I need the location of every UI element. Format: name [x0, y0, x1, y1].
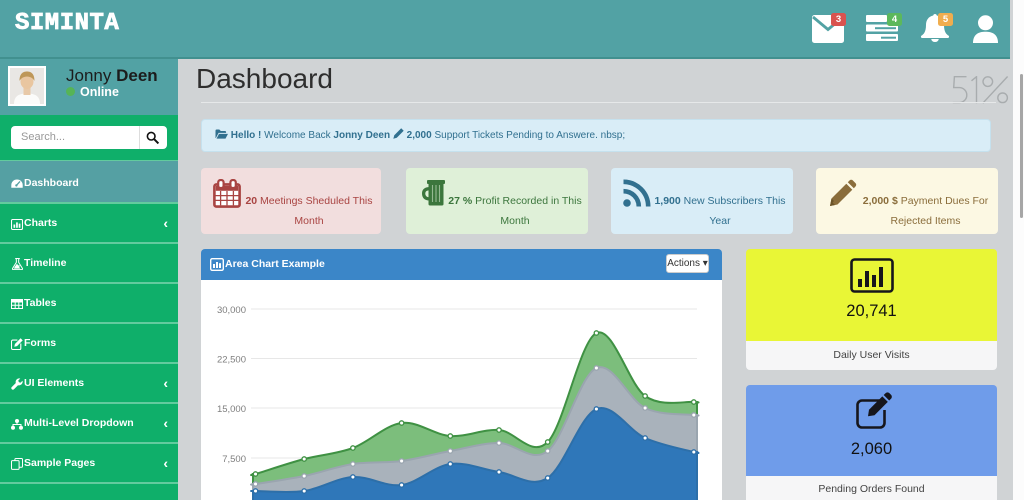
- svg-text:22,500: 22,500: [217, 355, 246, 366]
- svg-text:30,000: 30,000: [217, 305, 246, 316]
- svg-text:15,000: 15,000: [217, 404, 246, 415]
- svg-text:7,500: 7,500: [222, 454, 246, 465]
